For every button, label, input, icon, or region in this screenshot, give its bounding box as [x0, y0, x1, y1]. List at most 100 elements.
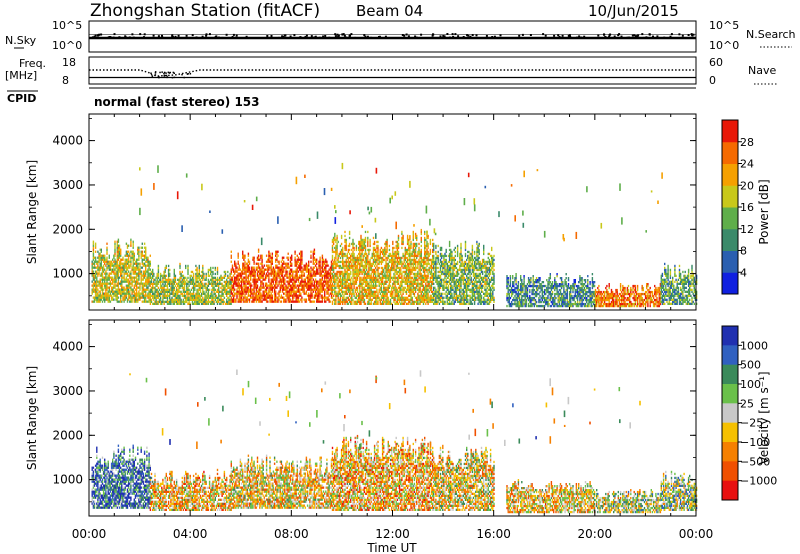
data-cell [277, 298, 279, 301]
data-cell [277, 260, 279, 263]
data-cell [248, 266, 251, 269]
data-cell [139, 294, 141, 297]
data-cell [126, 298, 129, 301]
data-cell [335, 238, 337, 242]
data-cell [178, 280, 180, 283]
data-cell [255, 292, 258, 295]
data-cell [405, 264, 408, 268]
data-cell [361, 294, 363, 297]
data-cell [92, 282, 95, 285]
data-cell [143, 262, 146, 265]
data-cell [386, 246, 388, 250]
data-cell [410, 288, 412, 291]
data-cell [320, 278, 322, 281]
data-cell [384, 258, 386, 262]
data-cell [163, 290, 165, 293]
data-cell [404, 258, 406, 262]
data-cell [92, 244, 95, 247]
data-cell [96, 298, 98, 301]
data-cell [402, 238, 404, 242]
data-cell [394, 270, 396, 274]
data-cell [195, 294, 197, 297]
data-cell [113, 294, 115, 297]
data-cell [311, 288, 313, 291]
data-cell [412, 300, 414, 303]
data-cell [310, 278, 312, 281]
data-cell [152, 270, 154, 274]
data-cell [358, 270, 360, 274]
data-cell [216, 276, 219, 279]
data-cell [387, 286, 389, 289]
data-cell [301, 260, 303, 263]
data-cell [404, 272, 406, 276]
data-cell [234, 262, 236, 265]
data-cell [194, 286, 196, 289]
data-cell [196, 270, 198, 274]
data-cell [380, 260, 383, 264]
data-cell [296, 298, 298, 301]
data-cell [137, 258, 139, 261]
data-cell [134, 280, 137, 283]
data-cell [94, 260, 97, 263]
data-cell [259, 272, 261, 275]
data-cell [179, 294, 181, 297]
data-cell [247, 280, 250, 283]
data-cell [129, 296, 131, 299]
data-cell [342, 296, 344, 299]
data-cell [256, 280, 259, 283]
data-cell [166, 302, 169, 305]
data-cell [340, 270, 343, 274]
data-cell [351, 286, 353, 289]
data-cell [260, 296, 262, 299]
data-cell [147, 276, 149, 279]
data-cell [385, 294, 387, 297]
data-cell [108, 288, 110, 291]
data-cell [146, 270, 148, 273]
data-cell [395, 268, 397, 272]
data-cell [125, 276, 128, 279]
data-cell [362, 300, 364, 303]
data-cell [141, 292, 143, 295]
data-cell [123, 268, 125, 271]
data-cell [256, 298, 259, 301]
data-cell [412, 258, 414, 262]
data-cell [183, 282, 186, 285]
data-cell [221, 278, 223, 281]
data-cell [353, 302, 355, 305]
data-cell [329, 276, 332, 279]
data-cell [392, 268, 394, 272]
data-cell [358, 268, 360, 272]
data-cell [270, 272, 272, 275]
data-cell [308, 278, 310, 281]
data-cell [167, 294, 170, 297]
data-cell [378, 254, 380, 258]
data-cell [373, 300, 376, 303]
data-cell [305, 264, 308, 267]
data-cell [246, 270, 248, 273]
data-cell [384, 276, 386, 279]
data-cell [340, 248, 343, 252]
data-cell [289, 270, 292, 273]
data-cell [414, 262, 417, 266]
data-cell [310, 266, 312, 269]
data-cell [207, 278, 210, 281]
data-cell [97, 300, 99, 303]
data-cell [383, 284, 385, 287]
data-cell [327, 276, 329, 279]
data-cell [283, 284, 285, 287]
data-cell [270, 278, 272, 281]
data-cell [391, 258, 393, 262]
data-cell [166, 294, 169, 297]
data-cell [216, 266, 219, 270]
data-cell [389, 284, 392, 287]
data-cell [396, 248, 399, 252]
data-cell [204, 292, 206, 295]
data-cell [386, 258, 388, 262]
data-cell [356, 266, 359, 270]
data-cell [410, 278, 412, 281]
data-cell [257, 276, 260, 279]
data-cell [242, 286, 244, 289]
data-cell [338, 254, 340, 258]
data-cell [372, 254, 375, 258]
data-cell [402, 252, 404, 256]
